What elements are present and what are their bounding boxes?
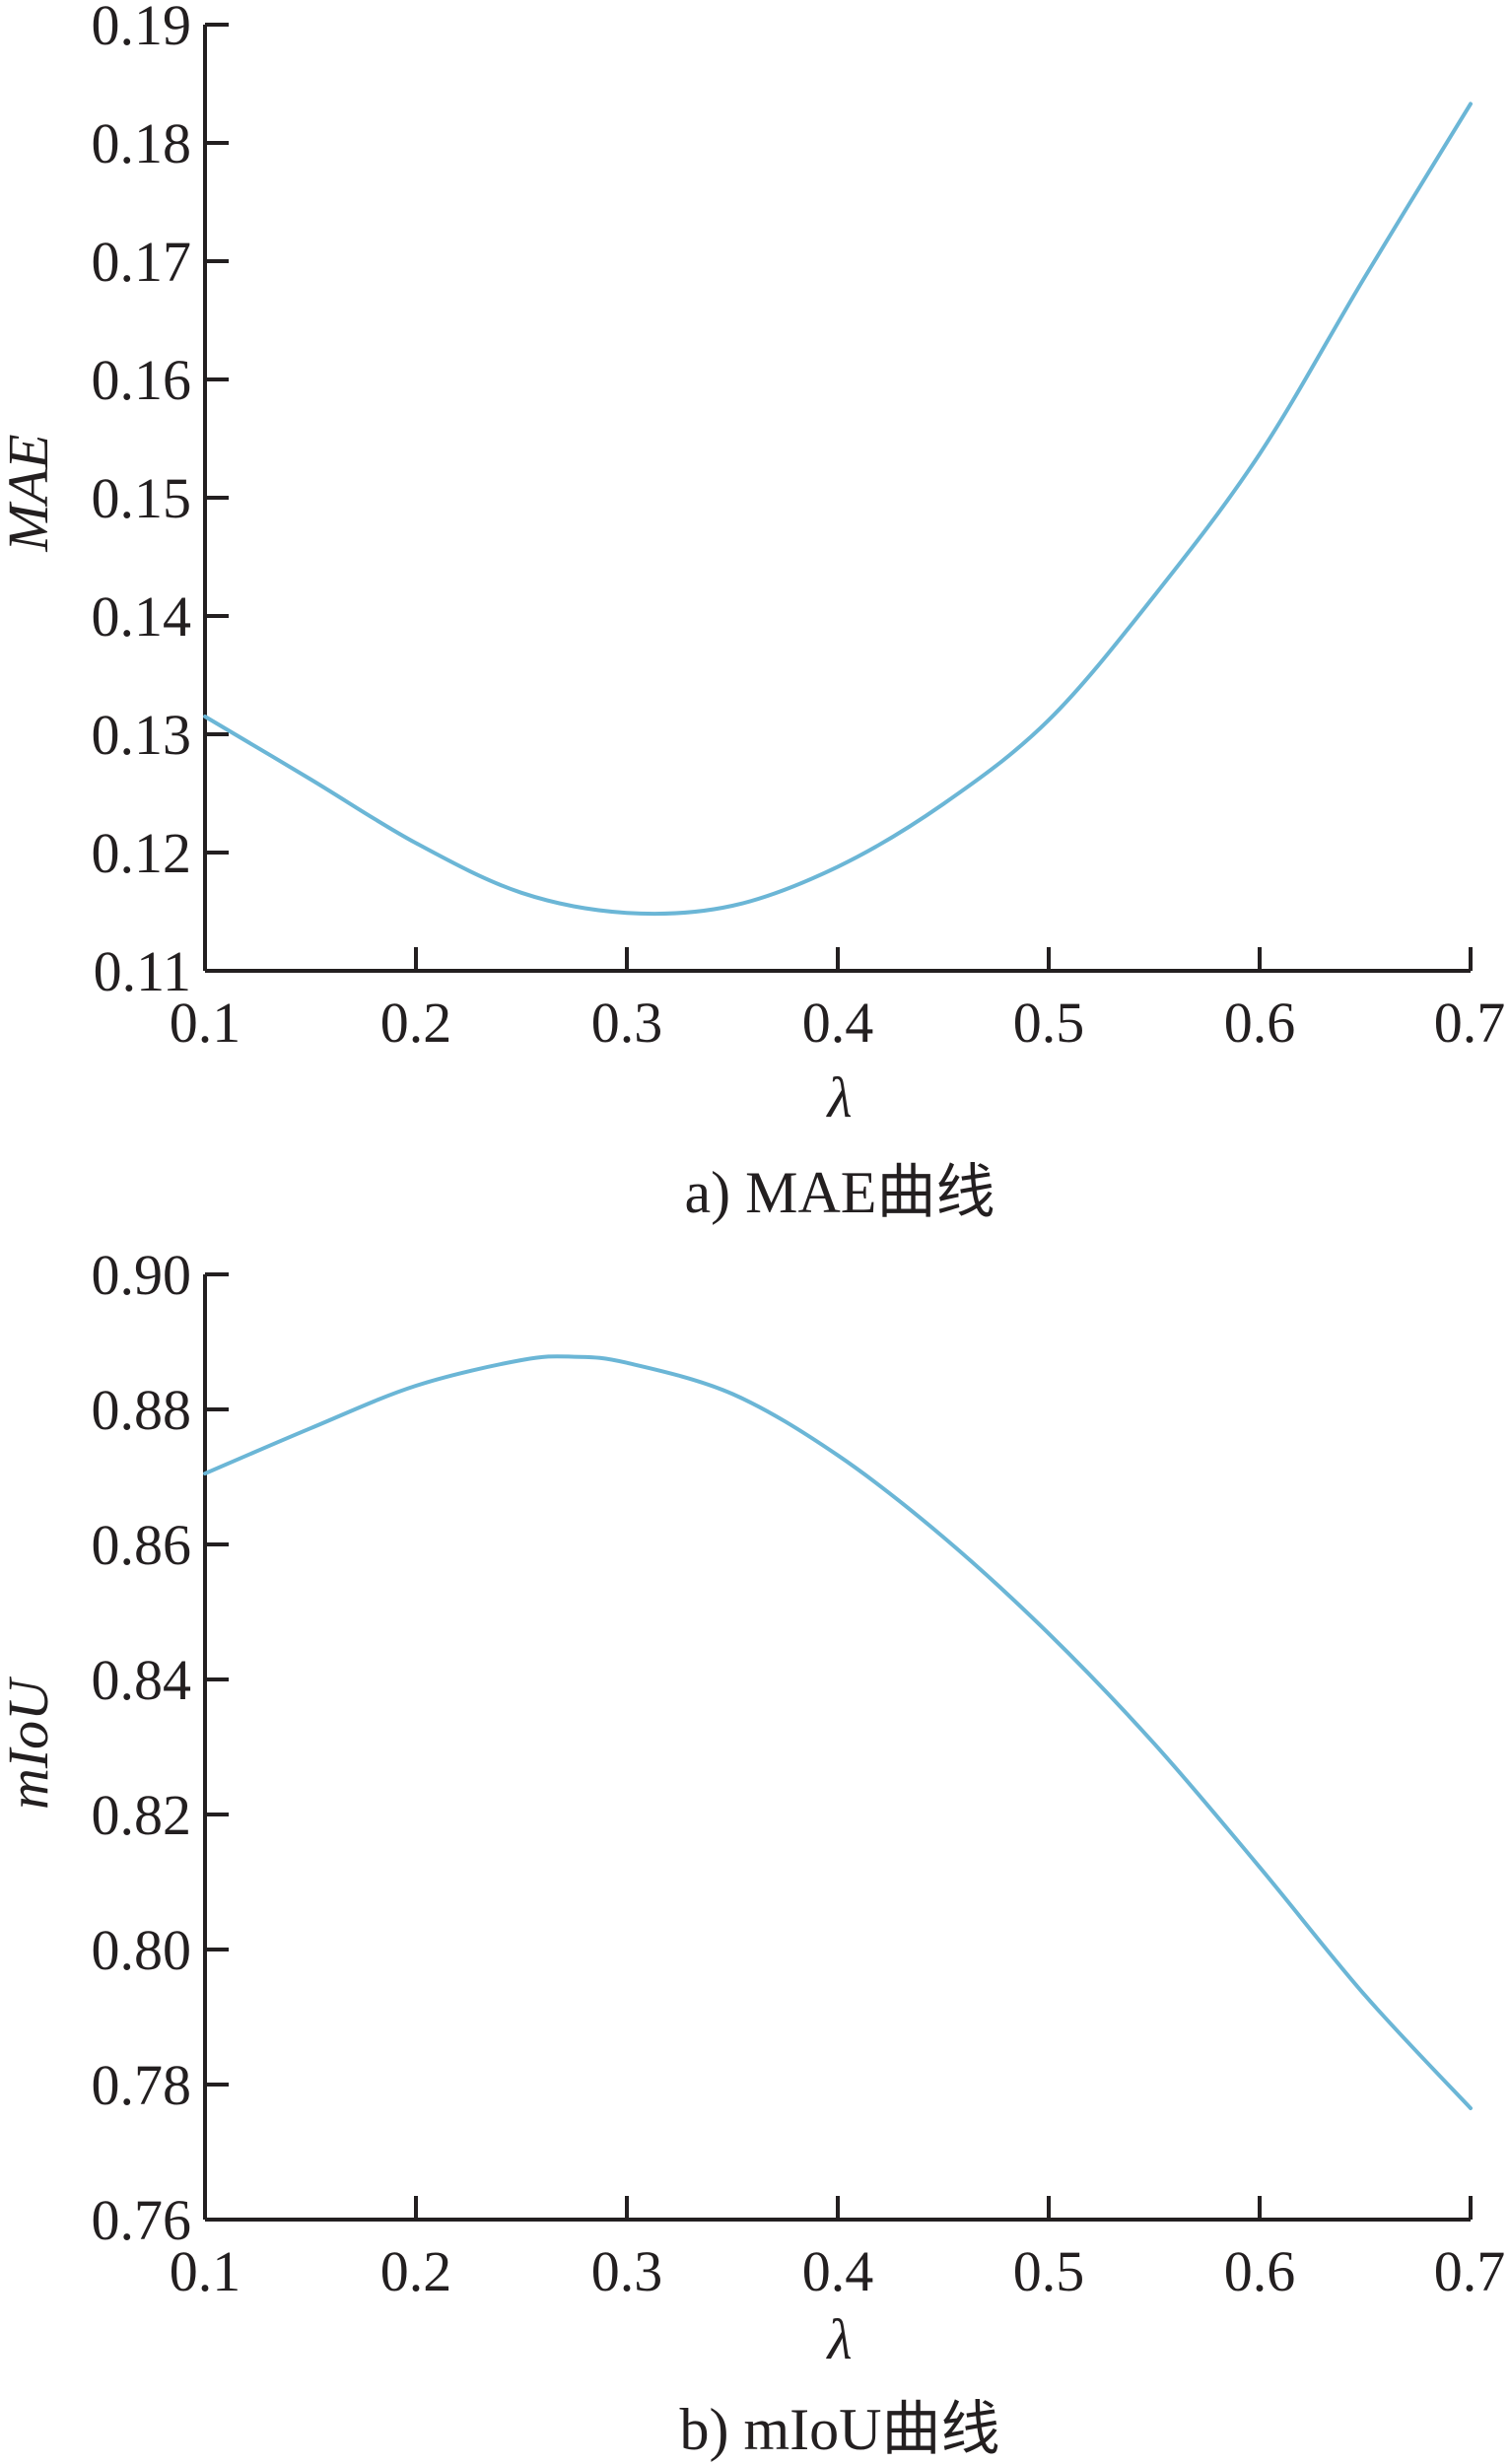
mae-chart-y-tick-label: 0.15 bbox=[92, 466, 192, 530]
miou-chart-y-tick-label: 0.88 bbox=[92, 1378, 192, 1442]
miou-chart-y-tick-label: 0.78 bbox=[92, 2053, 192, 2117]
miou-chart-x-tick-label: 0.7 bbox=[1434, 2239, 1506, 2303]
mae-chart-y-tick-label: 0.18 bbox=[92, 111, 192, 175]
mae-chart-y-tick-label: 0.13 bbox=[92, 703, 192, 767]
mae-chart-series-line bbox=[203, 102, 1473, 917]
mae-chart-y-tick-label: 0.11 bbox=[94, 939, 191, 1003]
miou-chart-series-line bbox=[203, 1354, 1473, 2110]
mae-chart-x-tick-label: 0.6 bbox=[1224, 991, 1296, 1055]
miou-chart-y-tick-label: 0.80 bbox=[92, 1918, 192, 1982]
mae-chart-x-tick-label: 0.7 bbox=[1434, 991, 1506, 1055]
mae-chart-ylabel: MAE bbox=[0, 434, 60, 552]
mae-chart-x-tick-label: 0.3 bbox=[591, 991, 663, 1055]
mae-chart-xlabel: λ bbox=[825, 1065, 852, 1129]
miou-chart-caption: b) mIoU曲线 bbox=[680, 2397, 1000, 2462]
miou-chart-y-tick-label: 0.82 bbox=[92, 1783, 192, 1847]
mae-chart-y-tick-label: 0.16 bbox=[92, 348, 192, 412]
mae-chart-x-tick-label: 0.5 bbox=[1013, 991, 1085, 1055]
mae-chart-x-tick-label: 0.1 bbox=[170, 991, 241, 1055]
miou-chart: 0.76 0.78 0.80 0.82 0.84 0.86 0.88 0.90 0.1 0.2 0.… bbox=[0, 1243, 1505, 2462]
mae-chart-x-tick-label: 0.4 bbox=[802, 991, 874, 1055]
miou-chart-x-tick-label: 0.4 bbox=[802, 2239, 874, 2303]
mae-chart-y-tick-label: 0.12 bbox=[92, 821, 192, 885]
miou-chart-x-tick-label: 0.3 bbox=[591, 2239, 663, 2303]
mae-chart-y-tick-label: 0.19 bbox=[92, 0, 192, 57]
miou-chart-x-tick-label: 0.1 bbox=[170, 2239, 241, 2303]
mae-chart-y-tick-label: 0.14 bbox=[92, 584, 192, 649]
miou-chart-y-tick-label: 0.86 bbox=[92, 1513, 192, 1577]
mae-chart: 0.11 0.12 0.13 0.14 0.15 0.16 0.17 0.18 0.19 0.1 0… bbox=[0, 0, 1505, 1225]
mae-chart-caption: a) MAE曲线 bbox=[685, 1160, 995, 1225]
miou-chart-y-tick-label: 0.90 bbox=[92, 1243, 192, 1307]
miou-chart-x-tick-label: 0.2 bbox=[380, 2239, 452, 2303]
miou-chart-y-tick-label: 0.76 bbox=[92, 2188, 192, 2252]
miou-chart-x-tick-label: 0.5 bbox=[1013, 2239, 1085, 2303]
mae-chart-x-tick-label: 0.2 bbox=[380, 991, 452, 1055]
miou-chart-xlabel: λ bbox=[825, 2307, 852, 2371]
miou-chart-ylabel: mIoU bbox=[0, 1676, 60, 1810]
miou-chart-y-tick-label: 0.84 bbox=[92, 1648, 192, 1712]
miou-chart-x-tick-label: 0.6 bbox=[1224, 2239, 1296, 2303]
mae-chart-y-tick-label: 0.17 bbox=[92, 230, 192, 294]
